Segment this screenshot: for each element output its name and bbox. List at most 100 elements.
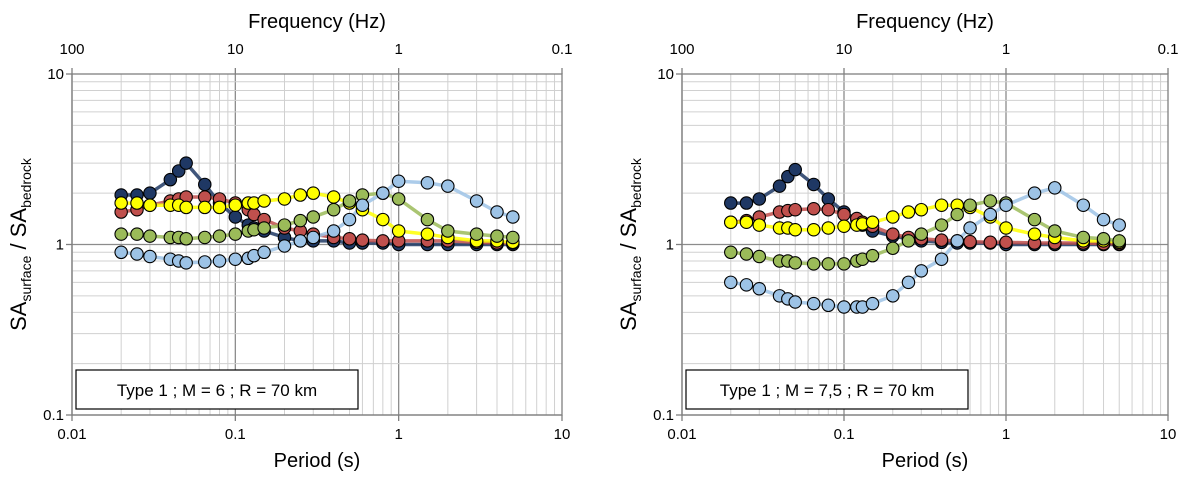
data-point-series-4: [821, 257, 836, 271]
data-point-series-3: [391, 224, 406, 238]
data-point-series-3: [228, 198, 243, 212]
data-point-series-2: [999, 235, 1013, 250]
data-point-series-4: [342, 194, 357, 208]
data-point-series-2: [886, 227, 900, 241]
data-point-series-2: [342, 232, 357, 246]
data-point-series-3: [999, 221, 1013, 235]
series-markers: [114, 156, 520, 270]
data-point-series-5: [355, 198, 370, 212]
data-point-series-4: [469, 227, 484, 241]
data-point-series-5: [376, 186, 390, 200]
data-point-series-4: [257, 221, 271, 235]
data-point-series-5: [179, 256, 193, 270]
data-point-series-1: [772, 179, 787, 193]
data-point-series-5: [752, 282, 767, 296]
data-point-series-4: [865, 248, 880, 263]
y-tick-label: 10: [47, 66, 64, 83]
data-point-series-1: [163, 172, 178, 187]
top-x-tick-label: 1: [394, 41, 402, 58]
data-point-series-5: [143, 249, 157, 264]
data-point-series-5: [326, 224, 341, 238]
y-axis-title-subscript: bedrock: [628, 157, 644, 208]
top-x-tick-label: 10: [227, 41, 244, 58]
data-point-series-5: [886, 289, 900, 303]
data-point-series-2: [837, 207, 851, 222]
data-point-series-3: [114, 196, 128, 210]
data-point-series-5: [1027, 186, 1042, 200]
y-tick-label: 0.1: [43, 407, 64, 424]
top-x-tick-label: 0.1: [552, 41, 573, 58]
data-point-series-2: [934, 233, 949, 247]
y-axis-title-part: SA: [6, 301, 31, 331]
data-point-series-2: [806, 202, 821, 216]
series-markers: [724, 162, 1126, 314]
data-point-series-5: [228, 252, 243, 266]
y-axis-title-part: / SA: [616, 208, 641, 256]
y-axis-title-part: SA: [616, 301, 641, 331]
data-point-series-3: [934, 198, 949, 212]
chart-panel-2: 0.01 0.1 1 10 100 10 1 0.1 0.1 1 10 Period (s) Frequ…: [616, 11, 1178, 472]
data-point-series-4: [130, 227, 144, 241]
data-point-series-1: [143, 186, 157, 200]
data-point-series-1: [179, 156, 193, 170]
data-point-series-4: [277, 218, 292, 232]
data-point-series-3: [914, 202, 929, 217]
data-point-series-3: [821, 221, 836, 235]
y-axis-title: SAsurface / SAbedrock: [616, 157, 644, 331]
data-point-series-2: [355, 233, 370, 247]
top-x-axis-title: Frequency (Hz): [856, 11, 994, 33]
data-point-series-2: [788, 202, 802, 217]
top-x-tick-label: 100: [669, 41, 694, 58]
data-point-series-5: [724, 275, 738, 290]
x-tick-label: 10: [554, 426, 571, 443]
data-point-series-4: [886, 241, 900, 256]
data-point-series-5: [391, 174, 406, 188]
data-point-series-4: [441, 224, 455, 238]
x-tick-label: 0.1: [225, 426, 246, 443]
data-point-series-4: [420, 212, 435, 227]
data-point-series-3: [865, 215, 880, 230]
data-point-series-4: [752, 249, 767, 264]
data-point-series-3: [130, 196, 144, 210]
data-point-series-4: [1096, 232, 1111, 246]
data-point-series-4: [293, 213, 308, 228]
data-point-series-4: [143, 229, 157, 243]
y-tick-label: 1: [666, 237, 674, 254]
data-point-series-4: [1112, 234, 1126, 248]
data-point-series-5: [837, 300, 851, 314]
top-x-tick-label: 100: [59, 41, 84, 58]
data-point-series-4: [114, 227, 128, 241]
data-point-series-3: [143, 198, 157, 212]
data-point-series-1: [198, 177, 212, 192]
data-point-series-5: [306, 230, 321, 245]
data-point-series-5: [999, 198, 1013, 212]
data-point-series-5: [788, 295, 802, 309]
data-point-series-5: [865, 296, 880, 311]
top-x-tick-label: 10: [836, 41, 853, 58]
data-point-series-1: [739, 196, 754, 210]
data-point-series-4: [788, 256, 802, 270]
data-point-series-4: [326, 202, 341, 217]
data-point-series-4: [198, 230, 212, 245]
x-axis-title: Period (s): [274, 450, 361, 472]
data-point-series-1: [752, 192, 767, 206]
data-point-series-5: [198, 255, 212, 269]
data-point-series-4: [739, 247, 754, 261]
data-point-series-5: [293, 234, 308, 248]
data-point-series-3: [1027, 227, 1042, 241]
x-tick-label: 0.01: [57, 426, 86, 443]
data-point-series-4: [228, 227, 243, 241]
data-point-series-5: [257, 245, 271, 260]
top-x-axis-title: Frequency (Hz): [248, 11, 386, 33]
data-point-series-5: [506, 210, 520, 224]
data-point-series-3: [901, 205, 916, 219]
data-point-series-5: [963, 221, 977, 235]
data-point-series-4: [179, 232, 193, 246]
data-point-series-3: [806, 223, 821, 237]
data-point-series-5: [1076, 198, 1091, 212]
x-tick-label: 0.01: [667, 426, 696, 443]
data-point-series-5: [806, 296, 821, 311]
top-x-tick-label: 0.1: [1158, 41, 1179, 58]
top-x-tick-label: 1: [1002, 41, 1010, 58]
x-tick-label: 0.1: [834, 426, 855, 443]
